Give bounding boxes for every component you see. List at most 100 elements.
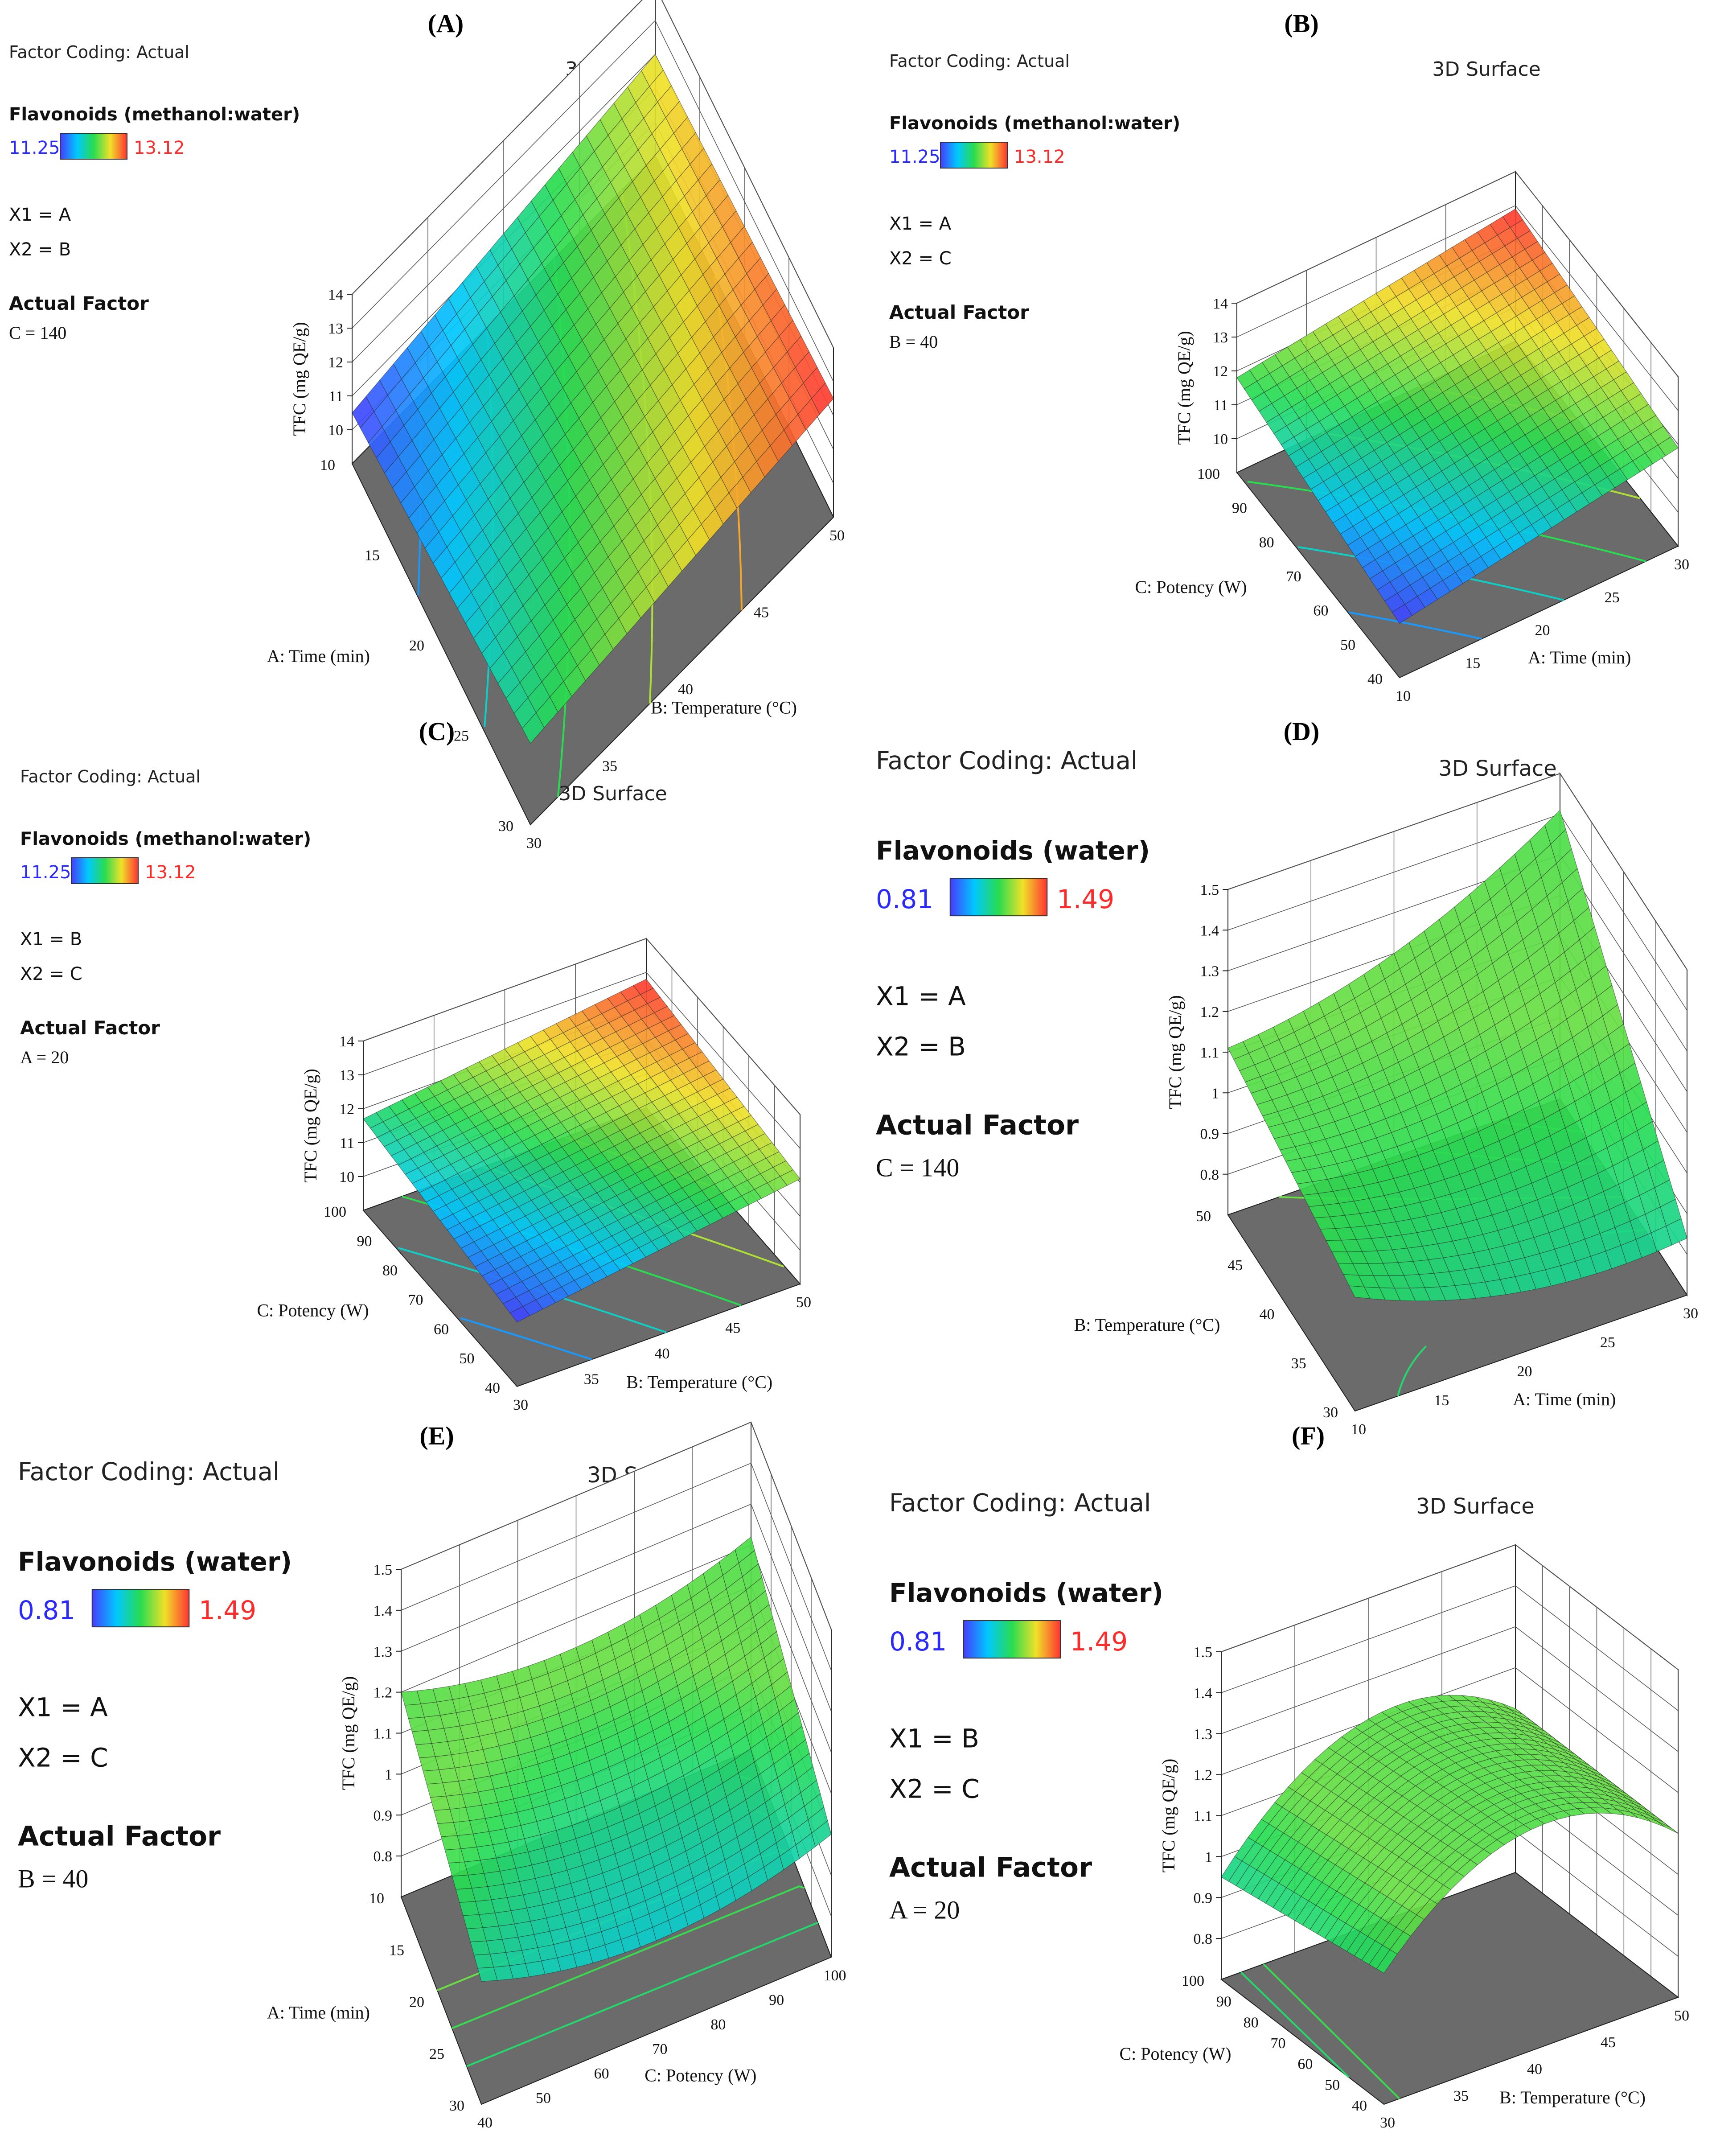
- factor-coding-label: Factor Coding: Actual: [889, 51, 1070, 71]
- right-axis-tick: 50: [829, 527, 845, 544]
- z-axis-label: TFC (mg QE/g): [300, 1069, 320, 1183]
- z-tick-label: 14: [1213, 296, 1228, 312]
- left-axis-tick: 20: [409, 1994, 424, 2011]
- colorbar-low-label: 11.25: [9, 138, 60, 158]
- colorbar-high-label: 1.49: [1070, 1626, 1128, 1657]
- z-axis-label: TFC (mg QE/g): [338, 1676, 358, 1790]
- x1-assignment: X1 = A: [889, 214, 952, 234]
- response-name: Flavonoids (water): [18, 1547, 292, 1577]
- z-tick-label: 13: [339, 1067, 354, 1084]
- colorbar: [940, 142, 1008, 169]
- left-axis-tick: 20: [409, 638, 424, 654]
- right-axis-tick: 70: [653, 2041, 668, 2057]
- z-tick-label: 0.9: [374, 1807, 393, 1824]
- actual-factor-heading: Actual Factor: [889, 301, 1029, 323]
- right-axis-tick: 50: [536, 2090, 551, 2107]
- left-axis-tick: 70: [408, 1292, 423, 1308]
- actual-factor-heading: Actual Factor: [20, 1017, 160, 1039]
- z-tick-label: 1.5: [374, 1562, 393, 1578]
- right-axis-tick: 25: [1600, 1334, 1615, 1351]
- colorbar: [71, 857, 139, 884]
- left-axis-tick: 60: [434, 1321, 449, 1337]
- panel-letter: (A): [428, 9, 464, 38]
- right-axis-label: A: Time (min): [1528, 647, 1631, 667]
- response-name: Flavonoids (methanol:water): [20, 829, 311, 849]
- z-tick-label: 1.1: [1194, 1808, 1213, 1825]
- surface-plot-1: 10 11 12 13 14 TFC (mg QE/g) 10 15 20 25 30 A: Time…: [267, 0, 845, 852]
- actual-factor-heading: Actual Factor: [876, 1109, 1079, 1141]
- right-axis-tick: 30: [1683, 1305, 1698, 1322]
- left-axis-tick: 50: [460, 1350, 475, 1367]
- left-axis-tick: 60: [1313, 603, 1328, 619]
- contour-line: [1263, 1963, 1400, 2099]
- actual-factor-heading: Actual Factor: [889, 1852, 1092, 1883]
- response-surface: [1236, 208, 1679, 624]
- surface-title: 3D Surface: [1416, 1494, 1535, 1519]
- legend-panel-3: Factor Coding: Actual Flavonoids (methano…: [20, 767, 311, 1067]
- response-name: Flavonoids (methanol:water): [9, 104, 300, 125]
- z-tick-label: 10: [339, 1169, 354, 1185]
- z-tick-label: 1.2: [374, 1685, 393, 1701]
- left-axis-label: B: Temperature (°C): [1074, 1315, 1220, 1335]
- factor-coding-label: Factor Coding: Actual: [9, 42, 189, 62]
- z-tick-label: 1.4: [1194, 1685, 1213, 1702]
- right-axis-tick: 60: [594, 2065, 609, 2082]
- x2-assignment: X2 = B: [9, 239, 71, 260]
- z-tick-label: 1.1: [374, 1726, 393, 1742]
- surface-title: 3D Surface: [1432, 58, 1540, 81]
- contour-line: [460, 1317, 592, 1361]
- legend-panel-5: Factor Coding: Actual Flavonoids (water) 0…: [18, 1457, 292, 1893]
- right-axis-label: C: Potency (W): [645, 2065, 756, 2086]
- z-tick-label: 1: [1205, 1849, 1212, 1865]
- z-tick-label: 1.4: [1200, 922, 1219, 939]
- colorbar-low-label: 11.25: [20, 862, 71, 883]
- x2-assignment: X2 = C: [18, 1742, 108, 1773]
- left-axis-tick: 80: [382, 1263, 398, 1279]
- left-axis-tick: 100: [324, 1204, 346, 1220]
- z-tick-label: 12: [339, 1101, 354, 1118]
- right-axis-tick: 45: [754, 605, 769, 621]
- z-axis-label: TFC (mg QE/g): [1158, 1759, 1178, 1873]
- left-axis-tick: 50: [1325, 2077, 1340, 2093]
- right-axis-tick: 45: [1601, 2034, 1616, 2051]
- response-surface: [352, 53, 834, 744]
- right-axis-tick: 40: [1527, 2061, 1542, 2078]
- response-name: Flavonoids (methanol:water): [889, 113, 1180, 134]
- colorbar-high-label: 1.49: [199, 1595, 256, 1625]
- surface-plot-2: 10 11 12 13 14 TFC (mg QE/g) 40 50 60 70 80 90 100 C:…: [1135, 170, 1689, 704]
- x1-assignment: X1 = B: [889, 1723, 979, 1753]
- z-tick-label: 1.2: [1194, 1767, 1213, 1784]
- right-axis-tick: 45: [725, 1320, 740, 1337]
- left-axis-tick: 10: [320, 457, 335, 473]
- panel-letter: (C): [419, 717, 455, 746]
- left-axis-tick: 40: [485, 1380, 500, 1396]
- legend-panel-6: Factor Coding: Actual Flavonoids (water) 0…: [889, 1489, 1163, 1925]
- response-name: Flavonoids (water): [876, 835, 1150, 866]
- right-axis-tick: 100: [824, 1967, 846, 1984]
- z-tick-label: 1.3: [1200, 963, 1219, 980]
- colorbar-high-label: 13.12: [145, 862, 196, 883]
- x2-assignment: X2 = B: [876, 1031, 966, 1062]
- colorbar: [60, 133, 127, 160]
- right-axis-tick: 40: [678, 681, 693, 698]
- z-tick-label: 1: [385, 1766, 392, 1783]
- left-axis-tick: 35: [1291, 1355, 1306, 1372]
- left-axis-tick: 30: [498, 818, 513, 835]
- response-surface: [363, 979, 801, 1323]
- left-axis-label: C: Potency (W): [1119, 2044, 1231, 2064]
- left-axis-tick: 50: [1196, 1208, 1211, 1225]
- colorbar: [91, 1589, 190, 1628]
- left-axis-label: A: Time (min): [267, 2003, 370, 2023]
- contour-line: [1397, 1345, 1427, 1397]
- left-axis-tick: 60: [1297, 2056, 1313, 2073]
- factor-coding-label: Factor Coding: Actual: [20, 767, 201, 786]
- left-axis-tick: 90: [357, 1233, 372, 1250]
- left-axis-tick: 40: [1352, 2098, 1367, 2114]
- colorbar: [949, 878, 1048, 917]
- left-axis-tick: 90: [1232, 500, 1247, 517]
- panel-letter: (F): [1292, 1421, 1325, 1450]
- left-axis-label: A: Time (min): [267, 646, 370, 666]
- right-axis-tick: 50: [796, 1294, 811, 1311]
- z-tick-label: 14: [328, 287, 343, 303]
- right-axis-tick: 15: [1465, 655, 1480, 671]
